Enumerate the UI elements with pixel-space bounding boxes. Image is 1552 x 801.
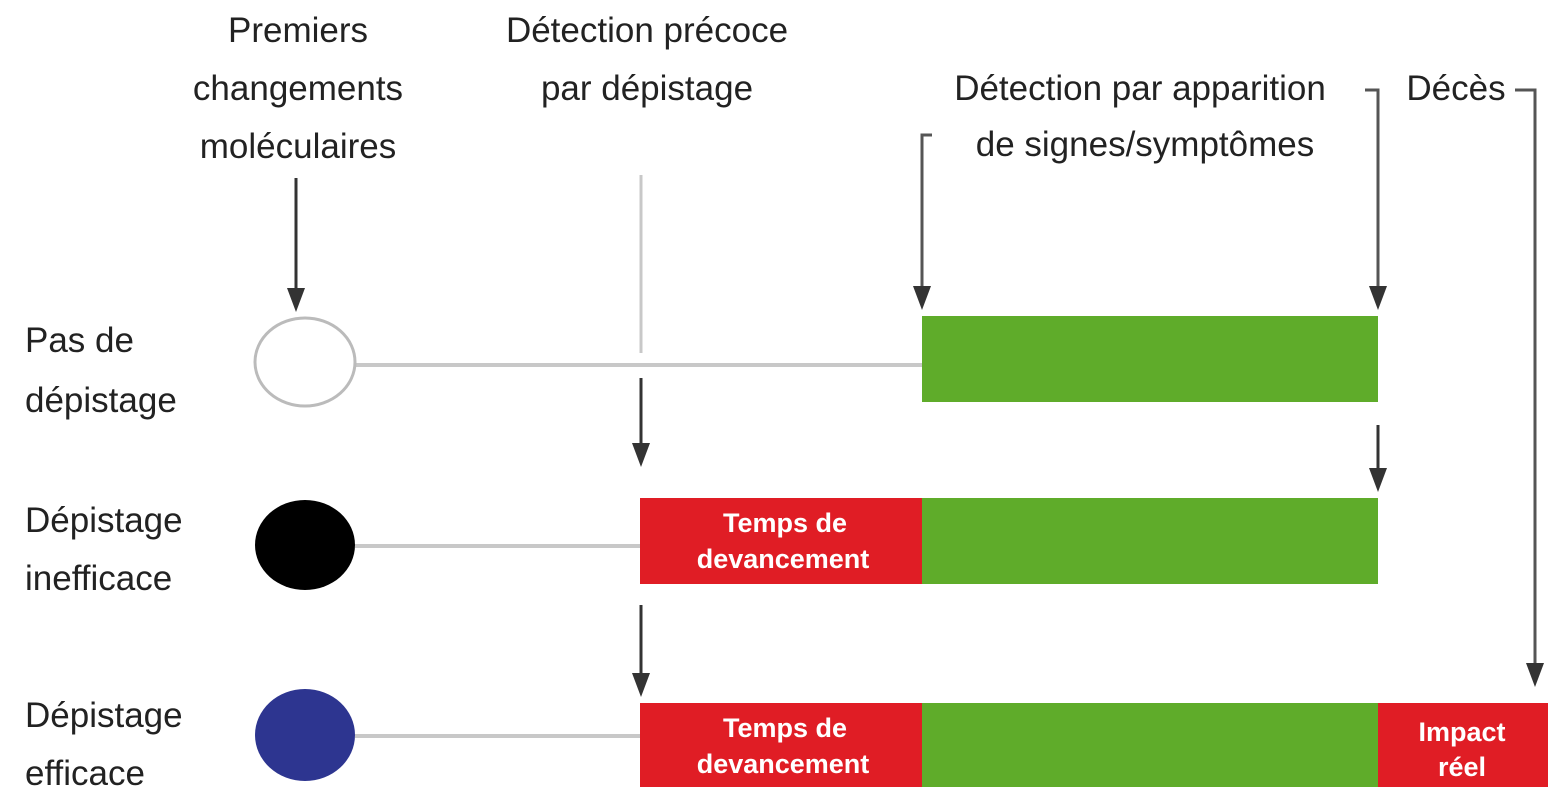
header-line: Détection précoce [506,11,788,50]
impact-label: réel [1438,752,1486,782]
row-effective-screening: Dépistage efficace Temps de devancement … [25,689,1548,793]
header-line: par dépistage [541,69,753,108]
row-no-screening: Pas de dépistage [25,316,1378,420]
row-label: Dépistage [25,696,183,735]
header-symptom-detection: Détection par apparition de signes/sympt… [954,69,1326,164]
header-line: moléculaires [200,127,396,166]
header-line: Détection par apparition [954,69,1326,108]
lead-time-label: Temps de [723,508,847,538]
impact-label: Impact [1418,717,1505,747]
green-bar [922,703,1378,787]
header-death: Décès [1406,69,1505,108]
blue-circle [255,689,355,781]
arrow-death [1515,88,1544,687]
lead-time-label: Temps de [723,713,847,743]
header-line: changements [193,69,403,108]
arrow-symptom-start [913,133,932,310]
lead-time-bar [640,498,922,584]
black-circle [255,500,355,590]
row-label: efficace [25,754,145,793]
lead-time-label: devancement [697,749,870,779]
row-label: Dépistage [25,501,183,540]
white-circle [253,316,357,408]
header-early-detection: Détection précoce par dépistage [506,11,788,108]
green-bar [922,498,1378,584]
row-label: dépistage [25,381,177,420]
row-ineffective-screening: Dépistage inefficace Temps de devancemen… [25,498,1378,598]
green-bar [922,316,1378,402]
lead-time-label: devancement [697,544,870,574]
header-line: de signes/symptômes [976,125,1314,164]
header-molecular-changes: Premiers changements moléculaires [193,11,403,166]
impact-bar [1378,703,1548,787]
row-label: inefficace [25,559,172,598]
lead-time-bar [640,703,922,787]
row-label: Pas de [25,321,134,360]
arrow-symptom-end [1365,88,1387,310]
header-line: Premiers [228,11,368,50]
